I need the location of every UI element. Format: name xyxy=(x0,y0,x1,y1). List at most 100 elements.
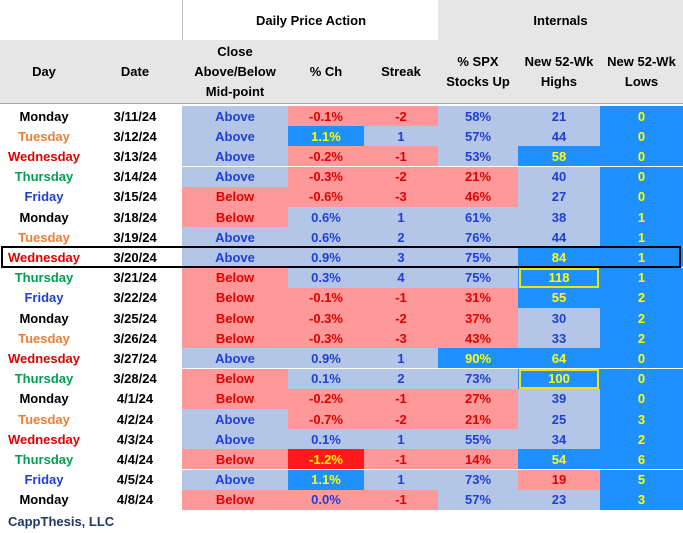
cell-day: Wednesday xyxy=(0,429,88,450)
cell-lows: 0 xyxy=(600,166,683,187)
cell-spx: 37% xyxy=(438,308,518,328)
cell-streak: -3 xyxy=(364,328,438,349)
cell-close: Below xyxy=(182,186,288,207)
cell-date: 3/27/24 xyxy=(88,348,182,369)
cell-pct: 0.6% xyxy=(288,227,364,248)
col-header-spx-line2: Stocks Up xyxy=(446,73,510,89)
cell-pct: -0.1% xyxy=(288,287,364,308)
cell-streak: -1 xyxy=(364,287,438,308)
cell-highs: 21 xyxy=(518,106,600,126)
col-header-streak-label: Streak xyxy=(381,63,421,79)
cell-pct: 0.1% xyxy=(288,368,364,389)
cell-spx: 61% xyxy=(438,207,518,227)
col-header-new-highs: New 52-Wk Highs xyxy=(518,40,600,103)
cell-lows: 0 xyxy=(600,368,683,389)
cell-highs: 118 xyxy=(518,267,600,288)
cell-day: Thursday xyxy=(0,267,88,288)
cell-date: 3/11/24 xyxy=(88,106,182,126)
cell-streak: 3 xyxy=(364,247,438,268)
cell-day: Thursday xyxy=(0,368,88,389)
cell-streak: -2 xyxy=(364,308,438,328)
cell-day: Monday xyxy=(0,308,88,328)
cell-date: 3/28/24 xyxy=(88,368,182,389)
col-header-date-label: Date xyxy=(120,63,150,79)
cell-pct: -0.1% xyxy=(288,106,364,126)
cell-date: 3/21/24 xyxy=(88,267,182,288)
cell-lows: 1 xyxy=(600,227,683,248)
col-header-highs-line2: Highs xyxy=(540,73,578,89)
cell-day: Friday xyxy=(0,186,88,207)
cell-pct: -0.3% xyxy=(288,166,364,187)
col-header-lows-line1: New 52-Wk xyxy=(607,53,676,69)
table-row: Monday 4/8/24 Below 0.0% -1 57% 23 3 xyxy=(0,489,683,510)
cell-day: Tuesday xyxy=(0,227,88,248)
cell-highs: 33 xyxy=(518,328,600,349)
cell-date: 4/8/24 xyxy=(88,489,182,510)
cell-spx: 58% xyxy=(438,106,518,126)
cell-date: 4/2/24 xyxy=(88,409,182,429)
cell-spx: 76% xyxy=(438,227,518,248)
cell-streak: -2 xyxy=(364,106,438,126)
table-row: Thursday 3/28/24 Below 0.1% 2 73% 100 0 xyxy=(0,368,683,389)
cell-highs: 25 xyxy=(518,409,600,429)
cell-pct: 1.1% xyxy=(288,469,364,490)
cell-lows: 0 xyxy=(600,186,683,207)
cell-pct: -0.3% xyxy=(288,308,364,328)
cell-day: Wednesday xyxy=(0,247,88,268)
table-row: Friday 3/15/24 Below -0.6% -3 46% 27 0 xyxy=(0,186,683,207)
cell-spx: 57% xyxy=(438,126,518,147)
cell-spx: 21% xyxy=(438,409,518,429)
cell-spx: 31% xyxy=(438,287,518,308)
cell-date: 3/22/24 xyxy=(88,287,182,308)
table-row: Wednesday 3/20/24 Above 0.9% 3 75% 84 1 xyxy=(0,247,683,268)
cell-lows: 5 xyxy=(600,469,683,490)
cell-spx: 57% xyxy=(438,489,518,510)
cell-date: 3/13/24 xyxy=(88,146,182,167)
cell-close: Above xyxy=(182,469,288,490)
cell-streak: -2 xyxy=(364,409,438,429)
table-row: Tuesday 3/26/24 Below -0.3% -3 43% 33 2 xyxy=(0,328,683,349)
highlight-box xyxy=(519,267,599,288)
col-header-close-mid: Close Above/Below Mid-point xyxy=(182,40,288,103)
cell-date: 4/1/24 xyxy=(88,388,182,409)
cell-close: Above xyxy=(182,409,288,429)
cell-highs: 23 xyxy=(518,489,600,510)
col-header-spx-line1: % SPX xyxy=(457,53,499,69)
cell-highs: 19 xyxy=(518,469,600,490)
cell-streak: -1 xyxy=(364,489,438,510)
cell-lows: 2 xyxy=(600,308,683,328)
cell-lows: 1 xyxy=(600,267,683,288)
highlight-box xyxy=(519,368,599,389)
cell-spx: 75% xyxy=(438,247,518,268)
cell-spx: 73% xyxy=(438,469,518,490)
cell-highs: 64 xyxy=(518,348,600,369)
cell-streak: 1 xyxy=(364,348,438,369)
table-row: Wednesday 3/27/24 Above 0.9% 1 90% 64 0 xyxy=(0,348,683,369)
cell-streak: -3 xyxy=(364,186,438,207)
cell-date: 3/12/24 xyxy=(88,126,182,147)
table-row: Friday 4/5/24 Above 1.1% 1 73% 19 5 xyxy=(0,469,683,490)
cell-spx: 55% xyxy=(438,429,518,450)
col-header-day: Day xyxy=(0,40,88,103)
col-header-close-line2: Above/Below xyxy=(194,63,276,79)
col-header-close-line3: Mid-point xyxy=(205,83,265,99)
cell-pct: 1.1% xyxy=(288,126,364,147)
cell-streak: 4 xyxy=(364,267,438,288)
cell-pct: 0.6% xyxy=(288,207,364,227)
cell-lows: 1 xyxy=(600,207,683,227)
cell-streak: -1 xyxy=(364,146,438,167)
cell-spx: 43% xyxy=(438,328,518,349)
cell-date: 4/5/24 xyxy=(88,469,182,490)
cell-lows: 2 xyxy=(600,429,683,450)
cell-highs: 58 xyxy=(518,146,600,167)
cell-close: Below xyxy=(182,207,288,227)
cell-date: 4/4/24 xyxy=(88,449,182,470)
cell-pct: 0.9% xyxy=(288,247,364,268)
cell-pct: 0.1% xyxy=(288,429,364,450)
table-row: Monday 3/18/24 Below 0.6% 1 61% 38 1 xyxy=(0,207,683,227)
cell-day: Wednesday xyxy=(0,348,88,369)
cell-close: Above xyxy=(182,429,288,450)
cell-day: Monday xyxy=(0,489,88,510)
cell-streak: 1 xyxy=(364,126,438,147)
cell-lows: 1 xyxy=(600,247,683,268)
